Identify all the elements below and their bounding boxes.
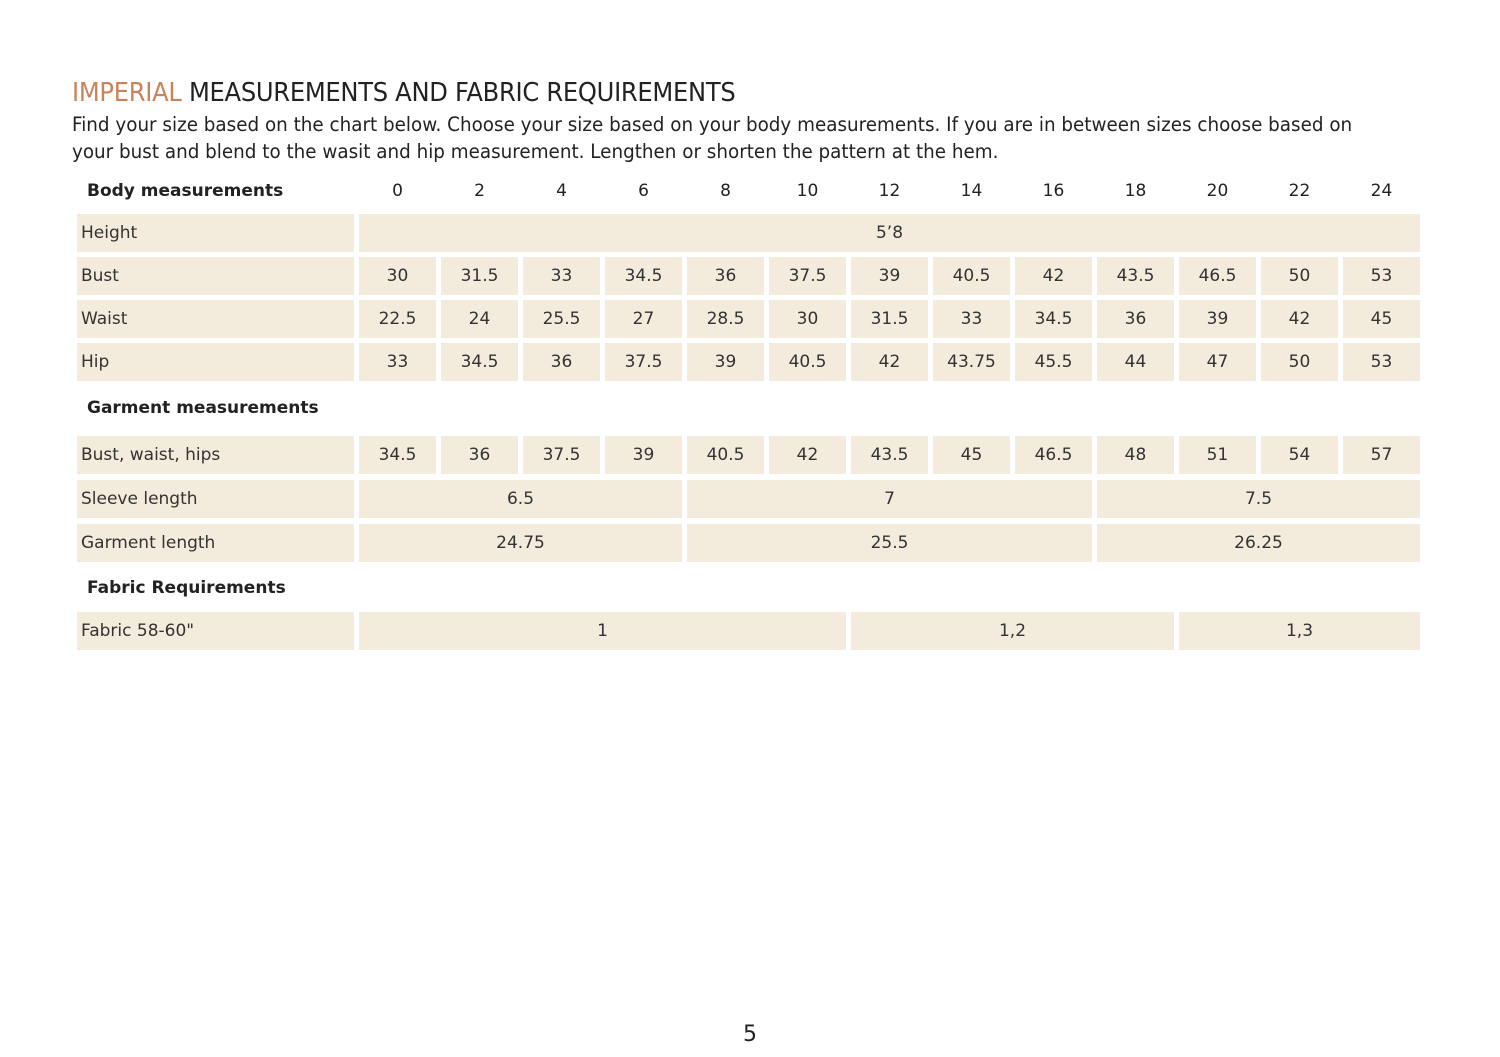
table-cell: 45 — [1343, 300, 1420, 338]
table-cell: 25.5 — [523, 300, 600, 338]
size-header: 22 — [1288, 181, 1311, 201]
table-cell: 42 — [769, 436, 846, 474]
table-cell: 54 — [1261, 436, 1338, 474]
table-cell: 43.5 — [1097, 257, 1174, 295]
table-cell: 1,3 — [1179, 612, 1420, 650]
table-cell: 7.5 — [1097, 480, 1420, 518]
fabric-requirements-heading: Fabric Requirements — [87, 578, 286, 598]
table-cell: 36 — [1097, 300, 1174, 338]
table-cell: 42 — [851, 343, 928, 381]
size-header: 16 — [1042, 181, 1065, 201]
size-header: 12 — [878, 181, 901, 201]
table-cell: 33 — [933, 300, 1010, 338]
table-cell: 40.5 — [933, 257, 1010, 295]
table-cell: 24.75 — [359, 524, 682, 562]
size-header: 6 — [638, 181, 649, 201]
row-label: Height — [77, 214, 354, 252]
table-cell: 50 — [1261, 257, 1338, 295]
table-cell: 25.5 — [687, 524, 1092, 562]
size-header-row: Body measurements 0 2 4 6 8 10 12 14 16 18 20 22 24 — [77, 176, 1420, 206]
table-cell: 45.5 — [1015, 343, 1092, 381]
size-header: 4 — [556, 181, 567, 201]
table-cell: 33 — [523, 257, 600, 295]
table-cell: 43.5 — [851, 436, 928, 474]
table-cell: 47 — [1179, 343, 1256, 381]
table-cell: 34.5 — [1015, 300, 1092, 338]
table-cell: 42 — [1015, 257, 1092, 295]
page-number: 5 — [743, 1022, 757, 1047]
table-cell: 27 — [605, 300, 682, 338]
table-cell: 33 — [359, 343, 436, 381]
table-cell: 40.5 — [687, 436, 764, 474]
row-label: Waist — [77, 300, 354, 338]
table-cell: 6.5 — [359, 480, 682, 518]
size-header: 24 — [1370, 181, 1393, 201]
table-cell: 39 — [687, 343, 764, 381]
table-cell: 37.5 — [605, 343, 682, 381]
size-header: 0 — [392, 181, 403, 201]
table-cell: 39 — [605, 436, 682, 474]
row-label: Bust, waist, hips — [77, 436, 354, 474]
garment-measurements-table: Bust, waist, hips 34.5 36 37.5 39 40.5 42 43.5 4… — [77, 436, 1420, 562]
table-cell: 44 — [1097, 343, 1174, 381]
table-cell: 53 — [1343, 257, 1420, 295]
size-header: 10 — [796, 181, 819, 201]
size-header: 8 — [720, 181, 731, 201]
table-cell: 37.5 — [769, 257, 846, 295]
table-cell: 40.5 — [769, 343, 846, 381]
table-cell: 43.75 — [933, 343, 1010, 381]
table-cell: 5’8 — [359, 214, 1420, 252]
table-cell: 28.5 — [687, 300, 764, 338]
page-title: IMPERIAL MEASUREMENTS AND FABRIC REQUIRE… — [72, 78, 736, 108]
title-rest: MEASUREMENTS AND FABRIC REQUIREMENTS — [181, 78, 736, 108]
table-cell: 36 — [523, 343, 600, 381]
table-cell: 46.5 — [1015, 436, 1092, 474]
table-cell: 1 — [359, 612, 846, 650]
size-header: 2 — [474, 181, 485, 201]
table-cell: 22.5 — [359, 300, 436, 338]
row-label: Garment length — [77, 524, 354, 562]
table-cell: 34.5 — [605, 257, 682, 295]
table-cell: 45 — [933, 436, 1010, 474]
garment-measurements-heading: Garment measurements — [87, 398, 319, 418]
table-cell: 30 — [769, 300, 846, 338]
table-cell: 48 — [1097, 436, 1174, 474]
intro-text: Find your size based on the chart below.… — [72, 113, 1353, 163]
table-cell: 34.5 — [441, 343, 518, 381]
table-cell: 53 — [1343, 343, 1420, 381]
size-header: 14 — [960, 181, 983, 201]
table-cell: 37.5 — [523, 436, 600, 474]
table-cell: 46.5 — [1179, 257, 1256, 295]
table-cell: 51 — [1179, 436, 1256, 474]
size-header: 20 — [1206, 181, 1229, 201]
table-cell: 39 — [851, 257, 928, 295]
table-cell: 7 — [687, 480, 1092, 518]
table-cell: 50 — [1261, 343, 1338, 381]
table-cell: 31.5 — [851, 300, 928, 338]
row-label: Hip — [77, 343, 354, 381]
size-header: 18 — [1124, 181, 1147, 201]
row-label: Bust — [77, 257, 354, 295]
body-measurements-table: Height 5’8 Bust 30 31.5 33 34.5 36 37.5 39 40.5 42 4… — [77, 214, 1420, 381]
table-cell: 42 — [1261, 300, 1338, 338]
table-cell: 26.25 — [1097, 524, 1420, 562]
table-cell: 31.5 — [441, 257, 518, 295]
row-label: Sleeve length — [77, 480, 354, 518]
table-cell: 1,2 — [851, 612, 1174, 650]
fabric-requirements-table: Fabric 58-60" 1 1,2 1,3 — [77, 612, 1420, 650]
body-measurements-heading: Body measurements — [87, 181, 284, 201]
title-accent: IMPERIAL — [72, 78, 182, 108]
table-cell: 39 — [1179, 300, 1256, 338]
table-cell: 36 — [441, 436, 518, 474]
row-label: Fabric 58-60" — [77, 612, 354, 650]
table-cell: 34.5 — [359, 436, 436, 474]
table-cell: 30 — [359, 257, 436, 295]
table-cell: 57 — [1343, 436, 1420, 474]
table-cell: 24 — [441, 300, 518, 338]
table-cell: 36 — [687, 257, 764, 295]
